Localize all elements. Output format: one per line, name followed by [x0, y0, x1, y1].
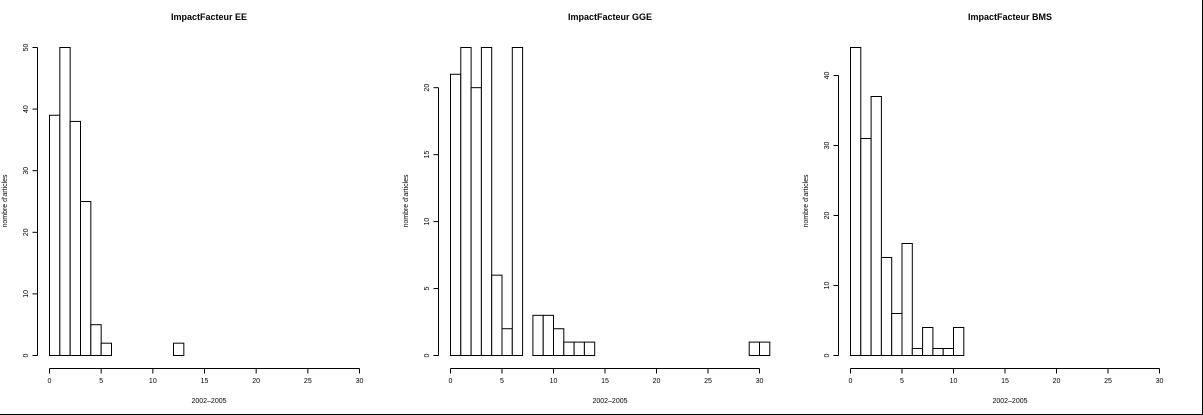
- y-tick-label: 0: [424, 353, 431, 357]
- chart-title: ImpactFacteur GGE: [568, 12, 652, 22]
- histogram-bar: [953, 327, 965, 356]
- axes-group: 0 5 10 15 20 25 30 0 10 20 30 40: [824, 72, 1163, 385]
- x-tick-label: 15: [1001, 378, 1009, 385]
- y-tick-label: 10: [424, 218, 431, 226]
- histogram-bar: [891, 313, 903, 356]
- y-tick-label: 20: [424, 84, 431, 92]
- x-tick-label: 0: [849, 378, 853, 385]
- y-axis-label: nombre d'articles: [2, 174, 9, 228]
- bar-group: [850, 47, 965, 356]
- axes-group: 0 5 10 15 20 25 30 0 5 10 15 20: [424, 84, 763, 385]
- x-tick-label: 0: [449, 378, 453, 385]
- histogram-bar: [583, 341, 596, 356]
- histogram-bar: [59, 47, 71, 356]
- x-tick-label: 0: [48, 378, 52, 385]
- histogram-panel-bms: ImpactFacteur BMS 2002–2005 nombre d'art…: [803, 12, 1163, 405]
- x-axis-label: 2002–2005: [592, 398, 627, 405]
- x-tick-label: 10: [149, 378, 157, 385]
- x-axis-label: 2002–2005: [191, 398, 226, 405]
- histogram-bar: [69, 120, 81, 356]
- histogram-bar: [542, 314, 555, 356]
- histogram-bar: [942, 348, 955, 356]
- histogram-bar: [573, 341, 585, 356]
- bar-group: [450, 47, 771, 357]
- y-tick-label: 10: [824, 282, 831, 290]
- x-axis-label: 2002–2005: [992, 398, 1027, 405]
- histogram-bar: [532, 314, 544, 356]
- histogram-bar: [480, 47, 493, 356]
- x-tick-label: 30: [1156, 378, 1164, 385]
- x-tick-label: 20: [252, 378, 260, 385]
- histogram-bar: [491, 274, 503, 356]
- histogram-bar: [450, 73, 462, 356]
- histogram-bar: [759, 341, 771, 356]
- histogram-bar: [850, 47, 862, 356]
- histogram-bar: [901, 243, 913, 356]
- x-tick-label: 5: [900, 378, 904, 385]
- x-tick-label: 5: [99, 378, 103, 385]
- histogram-bar: [90, 324, 102, 357]
- x-tick-label: 15: [601, 378, 609, 385]
- x-tick-label: 30: [756, 378, 764, 385]
- y-axis-label: nombre d'articles: [803, 174, 810, 228]
- y-tick-label: 20: [23, 228, 30, 236]
- histogram-bar: [511, 47, 524, 356]
- histogram-bar: [860, 138, 872, 356]
- y-tick-label: 15: [424, 151, 431, 159]
- x-tick-label: 25: [704, 378, 712, 385]
- x-tick-label: 10: [950, 378, 958, 385]
- y-tick-label: 10: [23, 290, 30, 298]
- histogram-bar: [911, 348, 924, 356]
- y-tick-label: 40: [23, 105, 30, 113]
- histogram-panel-gge: ImpactFacteur GGE 2002–2005 nombre d'art…: [403, 12, 771, 405]
- histogram-bar: [173, 342, 185, 356]
- axes-group: 0 5 10 15 20 25 30 0 10 20 30 40 50: [23, 44, 363, 385]
- histogram-bar: [553, 328, 565, 357]
- x-tick-label: 5: [500, 378, 504, 385]
- x-tick-label: 20: [653, 378, 661, 385]
- histogram-bar: [49, 114, 61, 357]
- histogram-bar: [501, 328, 513, 357]
- chart-title: ImpactFacteur EE: [171, 12, 247, 22]
- y-axis-label: nombre d'articles: [403, 174, 410, 228]
- y-tick-label: 5: [424, 286, 431, 290]
- x-tick-label: 25: [1104, 378, 1112, 385]
- x-tick-label: 15: [201, 378, 209, 385]
- histogram-bar: [870, 96, 882, 356]
- y-tick-label: 20: [824, 212, 831, 220]
- bar-group: [49, 47, 185, 357]
- histogram-panel-ee: ImpactFacteur EE 2002–2005 nombre d'arti…: [2, 12, 363, 405]
- histogram-bar: [563, 341, 575, 356]
- y-tick-label: 50: [23, 44, 30, 52]
- y-tick-label: 40: [824, 72, 831, 80]
- histogram-bar: [922, 327, 934, 356]
- chart-title: ImpactFacteur BMS: [968, 12, 1052, 22]
- y-tick-label: 30: [824, 142, 831, 150]
- histogram-bar: [100, 342, 112, 356]
- y-tick-label: 30: [23, 167, 30, 175]
- x-tick-label: 20: [1053, 378, 1061, 385]
- x-tick-label: 25: [304, 378, 312, 385]
- histogram-bar: [80, 201, 92, 356]
- y-tick-label: 0: [23, 353, 30, 357]
- histogram-bar: [748, 341, 761, 356]
- x-tick-label: 10: [550, 378, 558, 385]
- histogram-bar: [460, 47, 472, 356]
- y-tick-label: 0: [824, 353, 831, 357]
- histogram-bar: [470, 87, 482, 356]
- histogram-bar: [880, 257, 893, 356]
- histogram-bar: [932, 348, 944, 356]
- x-tick-label: 30: [356, 378, 364, 385]
